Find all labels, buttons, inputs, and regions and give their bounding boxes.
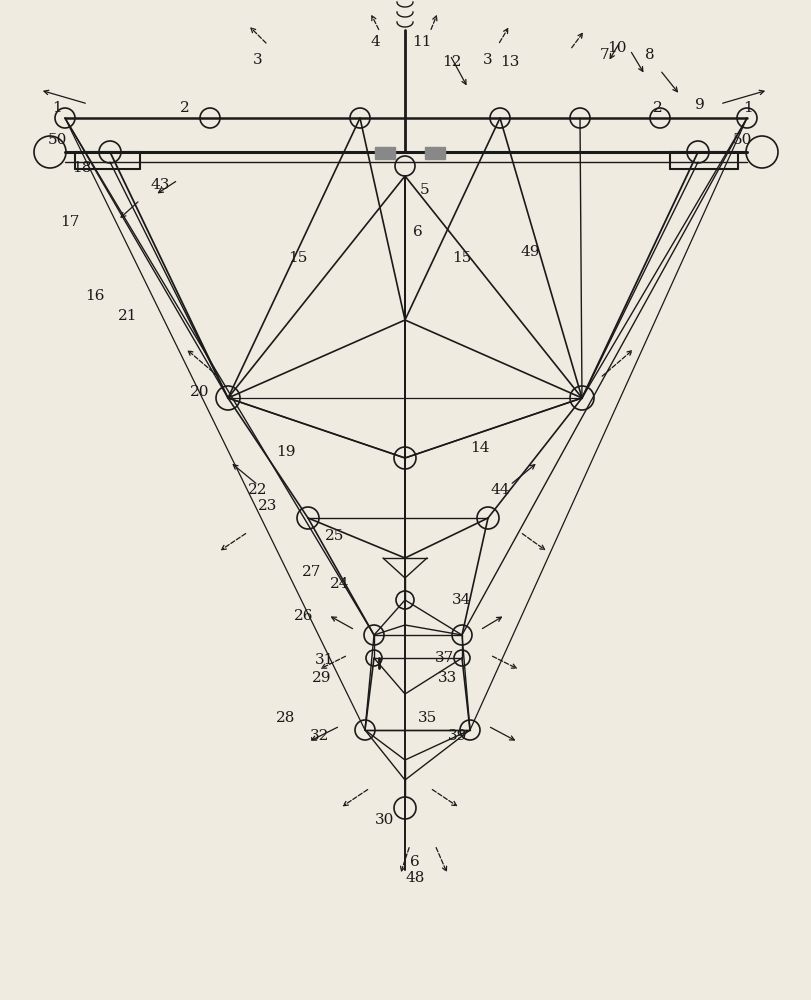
Text: 6: 6 <box>410 855 419 869</box>
Text: 49: 49 <box>520 245 539 259</box>
Text: 50: 50 <box>732 133 751 147</box>
Text: 37: 37 <box>435 651 454 665</box>
Text: 33: 33 <box>438 671 457 685</box>
Text: 6: 6 <box>413 225 423 239</box>
Text: 22: 22 <box>248 483 268 497</box>
Bar <box>424 147 444 159</box>
Text: 2: 2 <box>652 101 662 115</box>
Text: 9: 9 <box>694 98 704 112</box>
Text: 10: 10 <box>607 41 626 55</box>
Text: 18: 18 <box>72 161 92 175</box>
Text: 39: 39 <box>448 729 467 743</box>
Text: 26: 26 <box>294 609 313 623</box>
Text: 13: 13 <box>500 55 519 69</box>
Bar <box>375 147 394 159</box>
Text: 19: 19 <box>276 445 295 459</box>
Text: 25: 25 <box>325 529 344 543</box>
Text: 15: 15 <box>452 251 471 265</box>
Text: 3: 3 <box>483 53 492 67</box>
Text: 2: 2 <box>180 101 190 115</box>
Text: 34: 34 <box>452 593 471 607</box>
Text: 31: 31 <box>315 653 334 667</box>
Text: 14: 14 <box>470 441 489 455</box>
Text: 15: 15 <box>288 251 307 265</box>
Text: 35: 35 <box>418 711 437 725</box>
Text: 24: 24 <box>330 577 350 591</box>
Text: 11: 11 <box>412 35 431 49</box>
Text: 20: 20 <box>190 385 209 399</box>
Text: 5: 5 <box>419 183 429 197</box>
Text: 17: 17 <box>60 215 79 229</box>
Text: 23: 23 <box>258 499 277 513</box>
Text: 44: 44 <box>490 483 509 497</box>
Text: 32: 32 <box>310 729 329 743</box>
Text: 43: 43 <box>150 178 169 192</box>
Text: 28: 28 <box>276 711 295 725</box>
Text: 12: 12 <box>442 55 461 69</box>
Text: 1: 1 <box>742 101 752 115</box>
Text: 7: 7 <box>599 48 609 62</box>
Text: 3: 3 <box>253 53 263 67</box>
Text: 48: 48 <box>405 871 424 885</box>
Text: 16: 16 <box>85 289 105 303</box>
Text: 29: 29 <box>312 671 332 685</box>
Text: 27: 27 <box>302 565 321 579</box>
Text: 30: 30 <box>375 813 394 827</box>
Text: 21: 21 <box>118 309 138 323</box>
Text: 8: 8 <box>645 48 654 62</box>
Text: 4: 4 <box>370 35 380 49</box>
Text: 50: 50 <box>47 133 67 147</box>
Text: 1: 1 <box>52 101 62 115</box>
